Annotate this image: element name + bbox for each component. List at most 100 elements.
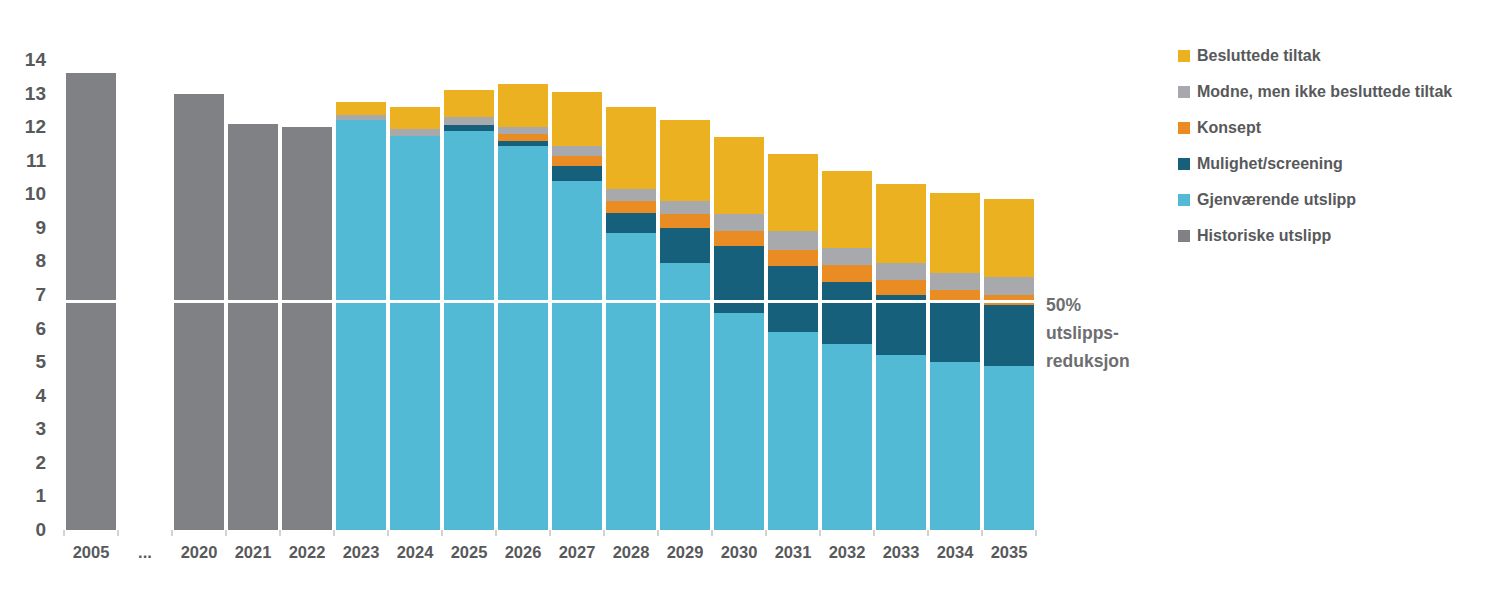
bar-segment-2030: [714, 313, 764, 530]
bar-segment-2035: [984, 199, 1034, 276]
bar-segment-2034: [930, 300, 980, 362]
x-axis-tick-label: 2023: [334, 543, 388, 561]
y-axis-tick-label: 5: [4, 352, 46, 372]
bar-segment-2027: [552, 156, 602, 166]
bar-segment-2025: [444, 125, 494, 130]
bar-segment-2026: [498, 141, 548, 146]
bar-segment-2028: [606, 189, 656, 201]
bar-segment-2034: [930, 193, 980, 274]
x-axis-tick: [711, 530, 713, 536]
bar-segment-2021: [228, 124, 278, 530]
x-axis-tick-label: 2025: [442, 543, 496, 561]
bar-segment-2032: [822, 282, 872, 344]
x-axis-tick: [225, 530, 227, 536]
legend-label: Gjenværende utslipp: [1197, 192, 1356, 208]
y-axis-tick-label: 11: [4, 151, 46, 171]
bar-segment-2029: [660, 214, 710, 227]
bar-segment-2029: [660, 228, 710, 263]
bar-segment-2032: [822, 171, 872, 248]
bar-segment-2034: [930, 273, 980, 290]
bar-segment-2034: [930, 290, 980, 300]
bar-segment-2028: [606, 107, 656, 189]
x-axis-tick-label: 2028: [604, 543, 658, 561]
bar-segment-2035: [984, 277, 1034, 295]
bar-segment-2033: [876, 263, 926, 280]
legend-label: Modne, men ikke besluttede tiltak: [1197, 84, 1452, 100]
legend-item: Mulighet/screening: [1178, 156, 1452, 192]
bar-segment-2029: [660, 201, 710, 214]
x-axis-tick-label: 2021: [226, 543, 280, 561]
bar-segment-2024: [390, 129, 440, 136]
x-axis-tick-label: 2005: [64, 543, 118, 561]
x-axis-tick: [873, 530, 875, 536]
x-axis-tick: [333, 530, 335, 536]
bar-segment-2027: [552, 146, 602, 156]
legend-swatch-icon: [1178, 86, 1190, 98]
bar-segment-2024: [390, 136, 440, 530]
legend-item: Besluttede tiltak: [1178, 48, 1452, 84]
bar-segment-2032: [822, 344, 872, 530]
bar-segment-2027: [552, 92, 602, 146]
x-axis-tick-label: 2024: [388, 543, 442, 561]
x-axis-tick: [981, 530, 983, 536]
bar-segment-2033: [876, 355, 926, 530]
x-axis-tick: [927, 530, 929, 536]
bar-segment-2028: [606, 201, 656, 213]
x-axis-tick-label: 2030: [712, 543, 766, 561]
bar-segment-2023: [336, 115, 386, 120]
bar-segment-2026: [498, 84, 548, 128]
x-axis-tick: [171, 530, 173, 536]
bar-segment-2027: [552, 166, 602, 181]
x-axis-tick-label: 2034: [928, 543, 982, 561]
bar-segment-2022: [282, 127, 332, 530]
bar-segment-2020: [174, 94, 224, 530]
legend-item: Modne, men ikke besluttede tiltak: [1178, 84, 1452, 120]
x-axis-tick: [63, 530, 65, 536]
y-axis-tick-label: 4: [4, 386, 46, 406]
bar-segment-2030: [714, 214, 764, 231]
legend-item: Konsept: [1178, 120, 1452, 156]
bar-segment-2031: [768, 250, 818, 267]
x-axis-tick: [1035, 530, 1037, 536]
legend-swatch-icon: [1178, 158, 1190, 170]
x-axis-tick-label: 2031: [766, 543, 820, 561]
legend-label: Mulighet/screening: [1197, 156, 1343, 172]
bar-segment-2031: [768, 332, 818, 530]
y-axis-tick-label: 10: [4, 184, 46, 204]
x-axis-tick: [387, 530, 389, 536]
bar-segment-2023: [336, 102, 386, 115]
x-axis-tick-label: 2026: [496, 543, 550, 561]
y-axis-tick-label: 9: [4, 218, 46, 238]
bar-segment-2030: [714, 246, 764, 313]
bar-segment-2033: [876, 184, 926, 263]
legend-swatch-icon: [1178, 50, 1190, 62]
x-axis-tick: [279, 530, 281, 536]
bar-segment-2025: [444, 117, 494, 125]
y-axis-tick-label: 6: [4, 319, 46, 339]
bar-segment-2028: [606, 213, 656, 233]
annotation-line: reduksjon: [1046, 347, 1130, 375]
x-axis-tick-label: 2032: [820, 543, 874, 561]
y-axis-tick-label: 14: [4, 50, 46, 70]
x-axis-tick-label: 2029: [658, 543, 712, 561]
x-axis-tick-label: 2027: [550, 543, 604, 561]
bar-segment-2025: [444, 131, 494, 531]
bar-segment-2035: [984, 366, 1034, 531]
bar-segment-2031: [768, 231, 818, 249]
bar-segment-2030: [714, 137, 764, 214]
reference-line-annotation: 50% utslipps- reduksjon: [1046, 291, 1130, 375]
bar-segment-2023: [336, 120, 386, 530]
legend-label: Historiske utslipp: [1197, 228, 1331, 244]
x-axis-tick: [657, 530, 659, 536]
y-axis-tick-label: 0: [4, 520, 46, 540]
x-axis-tick-label: 2022: [280, 543, 334, 561]
emissions-stacked-bar-chart: 01234567891011121314 2005...202020212022…: [0, 0, 1497, 602]
bar-segment-2030: [714, 231, 764, 246]
x-axis-tick: [819, 530, 821, 536]
bar-segment-2029: [660, 120, 710, 201]
x-axis-tick-label: ...: [118, 543, 172, 561]
y-axis-tick-label: 3: [4, 419, 46, 439]
bar-segment-2032: [822, 248, 872, 265]
x-axis-tick-label: 2035: [982, 543, 1036, 561]
x-axis-tick: [603, 530, 605, 536]
